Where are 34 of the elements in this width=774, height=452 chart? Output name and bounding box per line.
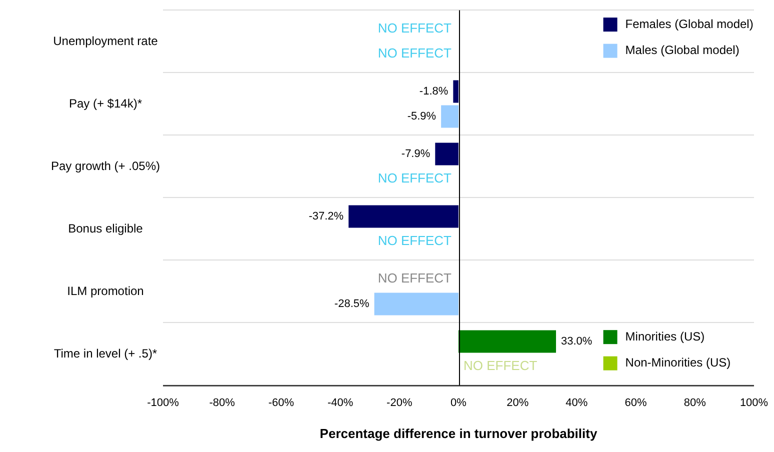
y-tick-label: ILM promotion	[67, 284, 144, 298]
y-tick-label: Pay growth (+ .05%)	[50, 158, 160, 173]
y-tick-label: Bonus eligible	[68, 221, 144, 236]
legend-label: Non-Minorities (US)	[625, 356, 731, 370]
legend-label: Females (Global model)	[625, 16, 754, 31]
x-tick-label: 0%	[450, 396, 467, 409]
y-tick-label: Time in level (+ .5)*	[54, 346, 158, 360]
text: NO EFFECT	[464, 358, 538, 374]
y-tick-label: Unemployment rate	[53, 34, 158, 48]
x-tick-label: -60%	[268, 396, 294, 409]
x-tick-label: 100%	[740, 396, 768, 409]
x-tick-label: -100%	[147, 396, 180, 409]
data-label: 33.0%	[561, 335, 592, 348]
x-tick-label: 20%	[506, 396, 529, 409]
data-label: -1.8%	[419, 85, 448, 98]
x-tick-label: 60%	[624, 396, 648, 409]
y-tick-label: Pay (+ $14k)*	[68, 96, 142, 110]
text: NO EFFECT	[378, 20, 452, 36]
data-label: -5.9%	[407, 110, 436, 122]
x-tick-label: -40%	[327, 396, 354, 409]
legend-label: Males (Global model)	[625, 43, 740, 58]
x-tick-label: -20%	[386, 396, 412, 409]
x-axis-title: Percentage difference in turnover probability	[320, 426, 598, 441]
data-label: -37.2%	[308, 210, 344, 222]
x-tick-label: 80%	[684, 396, 706, 409]
x-tick-label: -80%	[209, 396, 236, 409]
data-label: -28.5%	[334, 298, 370, 310]
text: NO EFFECT	[378, 270, 452, 286]
text: NO EFFECT	[378, 170, 452, 186]
text: NO EFFECT	[378, 46, 452, 61]
x-tick-label: 40%	[566, 396, 588, 409]
text: NO EFFECT	[378, 233, 452, 248]
data-label: -7.9%	[401, 148, 430, 160]
legend-label: Minorities (US)	[625, 329, 705, 344]
